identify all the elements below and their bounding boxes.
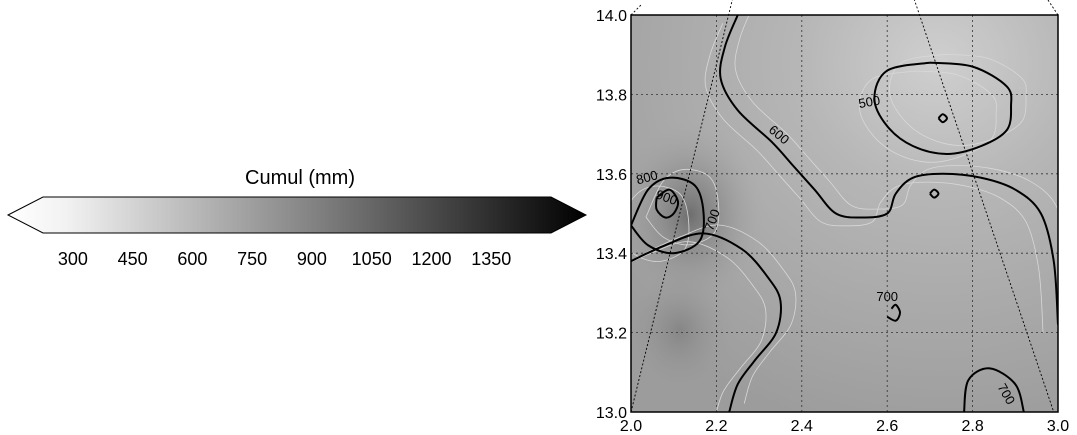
grid xyxy=(631,15,1058,412)
colorbar-title: Cumul (mm) xyxy=(245,167,355,189)
x-tick-label: 2.8 xyxy=(961,418,983,435)
projection-line xyxy=(913,0,1055,413)
colorbar-tick-label: 600 xyxy=(177,249,207,269)
thin-contour-line xyxy=(859,70,997,163)
x-tick-label: 2.2 xyxy=(705,418,727,435)
y-tick-label: 13.6 xyxy=(596,167,627,184)
colorbar: Cumul (mm) 300 450 600 750 900 1050 1200 1350 xyxy=(6,167,588,269)
contour-line-700 xyxy=(886,303,902,322)
projection-line xyxy=(1047,0,1059,16)
y-tick-label: 14.0 xyxy=(596,8,627,25)
colorbar-tick-label: 300 xyxy=(58,249,88,269)
x-tick-label: 2.0 xyxy=(620,418,642,435)
colorbar-tick-label: 900 xyxy=(297,249,327,269)
thin-contour-line xyxy=(704,23,1044,334)
contour-line-500 xyxy=(873,61,1013,155)
projection-line xyxy=(630,0,733,413)
contour-label: 700 xyxy=(876,289,898,304)
contour-line-700 xyxy=(963,367,1025,412)
contour-label: 800 xyxy=(634,167,659,187)
y-tick-label: 13.4 xyxy=(596,246,627,263)
contour-label: 900 xyxy=(654,187,680,209)
thin-contour-line xyxy=(631,241,767,412)
thin-contour-line xyxy=(645,224,797,404)
x-tick-label: 3.0 xyxy=(1047,418,1069,435)
x-tick-label: 2.4 xyxy=(791,418,813,435)
contour-line-700 xyxy=(929,188,940,199)
colorbar-tick-label: 750 xyxy=(237,249,267,269)
projection-line xyxy=(630,4,642,16)
thin-contour-line xyxy=(645,168,720,246)
colorbar-body xyxy=(6,196,588,234)
x-ticks: 2.0 2.2 2.4 2.6 2.8 3.0 xyxy=(620,418,1069,435)
colorbar-tick-label: 1200 xyxy=(411,249,451,269)
contour-line-500 xyxy=(937,113,948,124)
contour-line-600 xyxy=(631,232,782,412)
y-tick-label: 13.0 xyxy=(596,405,627,422)
y-tick-label: 13.8 xyxy=(596,87,627,104)
y-tick-label: 13.2 xyxy=(596,326,627,343)
contour-line-700 xyxy=(631,176,705,255)
thin-contour-line xyxy=(888,53,1027,147)
contour-line-800 xyxy=(654,188,680,219)
colorbar-ticks: 300 450 600 750 900 1050 1200 1350 xyxy=(58,249,511,269)
contour-line-600 xyxy=(719,15,1058,325)
contour-label: 700 xyxy=(701,207,723,233)
low-region xyxy=(631,260,740,400)
plot-frame xyxy=(630,14,1059,413)
colorbar-tick-label: 1350 xyxy=(471,249,511,269)
contour-lines xyxy=(631,15,1058,412)
projection-lines xyxy=(630,0,1059,413)
contour-label: 500 xyxy=(857,93,881,112)
colorbar-tick-label: 450 xyxy=(118,249,148,269)
colorbar-tick-label: 1050 xyxy=(352,249,392,269)
x-tick-label: 2.6 xyxy=(876,418,898,435)
y-ticks: 13.0 13.2 13.4 13.6 13.8 14.0 xyxy=(596,8,627,422)
